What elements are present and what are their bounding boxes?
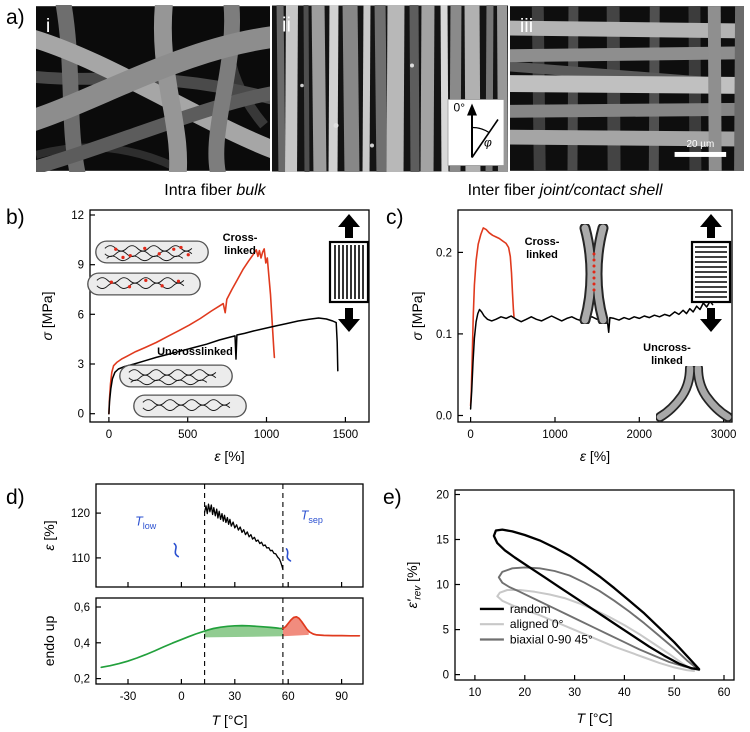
svg-text:T [°C]: T [°C] xyxy=(577,710,613,726)
svg-text:0: 0 xyxy=(178,691,184,703)
svg-text:10: 10 xyxy=(469,687,482,699)
svg-text:10: 10 xyxy=(436,580,449,592)
svg-text:20: 20 xyxy=(518,687,531,699)
sem-label-i: i xyxy=(46,15,50,37)
svg-text:3: 3 xyxy=(78,359,84,371)
uncrosslinked-joint-schematic xyxy=(656,366,732,422)
svg-text:biaxial 0-90 45°: biaxial 0-90 45° xyxy=(510,633,593,647)
svg-text:ε [%]: ε [%] xyxy=(580,448,610,464)
section-title-inter-fiber: Inter fiber joint/contact shell xyxy=(415,182,715,200)
section-title-inter-plain: Inter fiber xyxy=(467,182,540,199)
crosslinked-fiber-schematic-2 xyxy=(87,272,201,296)
svg-text:0,4: 0,4 xyxy=(74,638,91,650)
section-title-intra-italic: bulk xyxy=(236,182,266,199)
svg-text:12: 12 xyxy=(71,210,84,222)
strain-temperature-chart: 110 120 ε [%] Tlow Tsep xyxy=(41,483,364,588)
svg-text:5: 5 xyxy=(443,625,449,637)
panel-label-d: d) xyxy=(6,486,25,509)
sem-label-iii: iii xyxy=(520,15,533,37)
svg-text:random: random xyxy=(510,602,551,616)
reversible-strain-hysteresis-chart: 10 20 30 40 50 60 0 5 10 15 20 T [°C] ε'rev [%] rando… xyxy=(404,489,735,726)
svg-text:6: 6 xyxy=(78,309,84,321)
sem-image-strip: i xyxy=(36,5,744,172)
sem-image-aligned-fibers: 0° φ ii xyxy=(272,5,508,172)
svg-text:T [°C]: T [°C] xyxy=(212,712,248,728)
svg-text:2000: 2000 xyxy=(627,429,653,441)
svg-text:Tsep: Tsep xyxy=(301,508,323,524)
panel-label-a: a) xyxy=(6,6,25,29)
angle-zero-label: 0° xyxy=(454,101,466,115)
scale-bar-label: 20 µm xyxy=(687,139,715,150)
crosslinked-joint-schematic xyxy=(579,224,609,324)
panel-label-b: b) xyxy=(6,206,25,229)
svg-text:endo up: endo up xyxy=(41,615,57,666)
svg-text:3000: 3000 xyxy=(711,429,737,441)
uncrosslinked-label-c: Uncross-linked xyxy=(643,342,691,367)
svg-text:aligned 0°: aligned 0° xyxy=(510,617,564,631)
svg-text:9: 9 xyxy=(78,260,84,272)
crosslinked-fiber-schematic-1 xyxy=(95,240,209,264)
fiber-angle-inset: 0° φ xyxy=(447,99,505,166)
svg-text:Tlow: Tlow xyxy=(135,515,157,532)
angle-phi-label: φ xyxy=(484,136,492,150)
uncrosslinked-fiber-schematic-1 xyxy=(119,364,233,388)
arrow-down-icon xyxy=(338,308,360,332)
svg-text:110: 110 xyxy=(72,553,90,565)
svg-text:60: 60 xyxy=(282,691,295,703)
svg-text:-30: -30 xyxy=(120,691,137,703)
svg-text:500: 500 xyxy=(178,429,197,441)
vertical-fiber-mat-load-icon xyxy=(328,214,370,332)
svg-text:ε [%]: ε [%] xyxy=(214,448,244,464)
svg-text:0: 0 xyxy=(106,429,112,441)
svg-text:0.0: 0.0 xyxy=(436,411,452,423)
panel-label-e: e) xyxy=(383,486,402,509)
dsc-chart: -30 0 30 60 90 0,2 0,4 0,6 T [°C] endo up xyxy=(41,597,364,728)
svg-text:1000: 1000 xyxy=(542,429,568,441)
svg-text:0: 0 xyxy=(443,670,449,682)
sem-image-random-fibers: i xyxy=(36,5,270,172)
svg-text:0.2: 0.2 xyxy=(436,247,452,259)
crosslinked-label-b: Cross-linked xyxy=(222,232,258,257)
arrow-down-icon xyxy=(700,308,722,332)
svg-text:0: 0 xyxy=(467,429,473,441)
svg-text:90: 90 xyxy=(335,691,348,703)
horizontal-fiber-mat-load-icon xyxy=(690,214,732,332)
crosslinked-label-c: Cross-linked xyxy=(524,236,560,261)
svg-text:50: 50 xyxy=(668,687,681,699)
section-title-inter-italic: joint/contact shell xyxy=(539,182,663,199)
svg-text:0,6: 0,6 xyxy=(74,602,90,614)
panel-label-c: c) xyxy=(386,206,404,229)
svg-text:20: 20 xyxy=(436,490,449,502)
svg-text:σ [MPa]: σ [MPa] xyxy=(39,292,55,341)
svg-text:60: 60 xyxy=(718,687,731,699)
svg-text:0.1: 0.1 xyxy=(436,329,452,341)
arrow-up-icon xyxy=(338,214,360,238)
svg-text:σ [MPa]: σ [MPa] xyxy=(409,292,425,341)
uncrosslinked-fiber-schematic-2 xyxy=(133,394,247,418)
sem-image-biaxial-fibers: 20 µm iii xyxy=(510,6,744,171)
svg-text:30: 30 xyxy=(228,691,241,703)
scale-bar xyxy=(674,151,727,157)
svg-text:1000: 1000 xyxy=(254,429,280,441)
svg-text:ε'rev [%]: ε'rev [%] xyxy=(404,562,424,609)
section-title-intra-fiber: Intra fiber bulk xyxy=(65,182,365,200)
stress-strain-chart-bulk: 0 500 1000 1500 0 3 6 9 12 ε [%] σ [MPa] xyxy=(39,209,370,464)
uncrosslinked-label-b: Uncrosslinked xyxy=(157,346,233,358)
svg-text:120: 120 xyxy=(71,508,90,520)
arrow-up-icon xyxy=(700,214,722,238)
svg-text:30: 30 xyxy=(568,687,581,699)
svg-text:40: 40 xyxy=(618,687,631,699)
section-title-intra-plain: Intra fiber xyxy=(164,182,237,199)
svg-text:0,2: 0,2 xyxy=(74,674,90,686)
svg-text:1500: 1500 xyxy=(333,429,359,441)
svg-text:0: 0 xyxy=(78,409,84,421)
sem-label-ii: ii xyxy=(282,15,291,37)
svg-text:ε [%]: ε [%] xyxy=(41,520,57,550)
svg-text:15: 15 xyxy=(436,535,449,547)
